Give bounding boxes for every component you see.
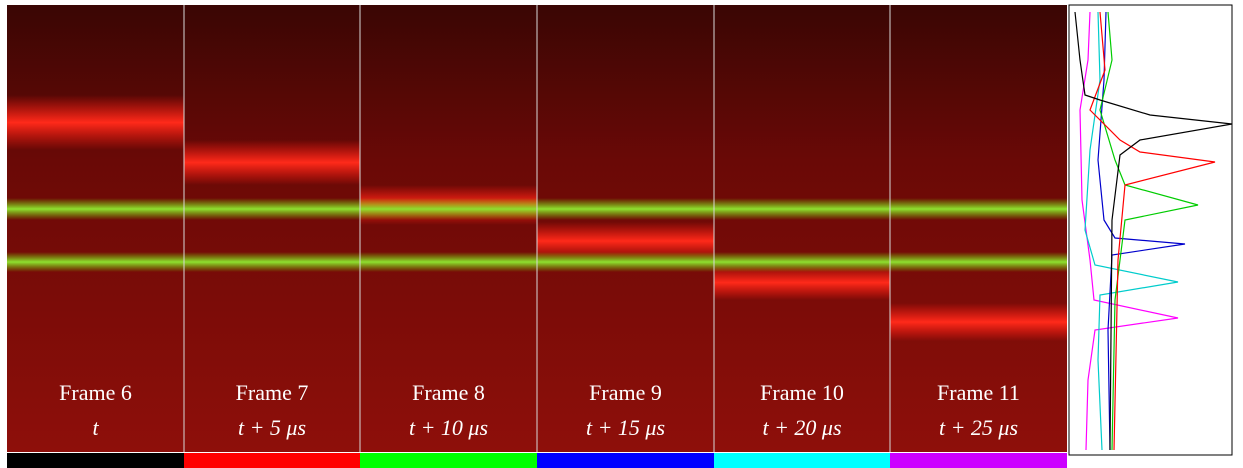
color-swatch	[714, 453, 890, 468]
color-swatch	[184, 453, 360, 468]
color-key	[7, 453, 1067, 468]
frame-label: Frame 8	[412, 380, 485, 405]
frame-time: t + 5 μs	[238, 415, 306, 440]
frame-label: Frame 7	[236, 380, 309, 405]
frame-label: Frame 6	[59, 380, 132, 405]
frame-label: Frame 9	[589, 380, 662, 405]
color-swatch	[537, 453, 714, 468]
frame-time: t + 15 μs	[586, 415, 665, 440]
frame-time: t	[92, 415, 99, 440]
frames-image	[7, 5, 1067, 452]
frame-time: t + 20 μs	[762, 415, 841, 440]
frame-label: Frame 10	[760, 380, 844, 405]
frame-labels: Frame 6 t Frame 7 t + 5 μs Frame 8 t + 10 μs F…	[59, 380, 1020, 440]
frame-label: Frame 11	[937, 380, 1020, 405]
frame-time: t + 10 μs	[409, 415, 488, 440]
profile-plot	[1068, 4, 1233, 456]
color-swatch	[7, 453, 184, 468]
frame-time: t + 25 μs	[939, 415, 1018, 440]
color-swatch	[890, 453, 1067, 468]
color-swatch	[360, 453, 537, 468]
